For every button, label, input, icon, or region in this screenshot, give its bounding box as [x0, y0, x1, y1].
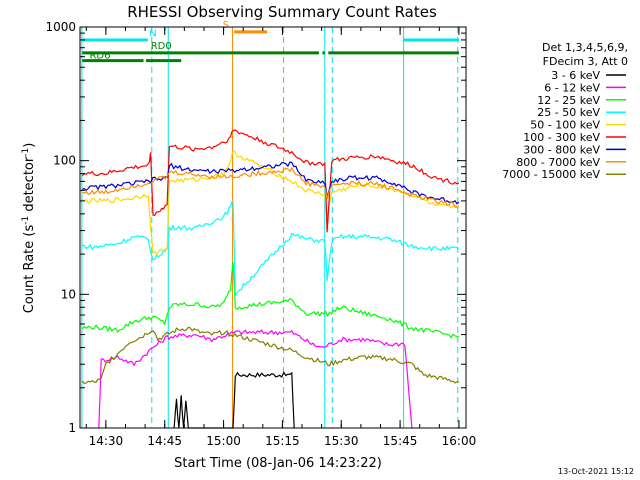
series-line	[81, 262, 459, 339]
legend-label: 800 - 7000 keV	[516, 156, 600, 169]
series-line	[98, 329, 413, 429]
flag-label: N	[149, 29, 156, 40]
legend-label: 12 - 25 keV	[537, 94, 600, 107]
flag-label: S	[223, 20, 229, 31]
series-line	[82, 150, 460, 256]
series-line	[173, 371, 295, 429]
legend-header-line: FDecim 3, Att 0	[543, 55, 628, 68]
y-tick-label: 10	[61, 287, 76, 301]
y-axis-label-superscript: -1	[21, 216, 31, 225]
x-axis-label: Start Time (08-Jan-06 14:23:22)	[174, 456, 382, 471]
flag-label: RD0	[151, 41, 172, 52]
chart-title: RHESSI Observing Summary Count Rates	[127, 3, 437, 21]
legend: Det 1,3,4,5,6,9, FDecim 3, Att 0 3 - 6 k…	[502, 41, 628, 181]
x-tick-label: 14:30	[89, 434, 124, 448]
x-tick-label: 16:00	[442, 434, 477, 448]
x-tick-label: 15:30	[324, 434, 359, 448]
legend-label: 7000 - 15000 keV	[502, 168, 600, 181]
x-tick-label: 15:45	[383, 434, 418, 448]
flag-label: RD6	[89, 51, 110, 62]
legend-label: 100 - 300 keV	[523, 131, 600, 144]
legend-label: 6 - 12 keV	[544, 81, 600, 94]
y-tick-label: 1	[68, 421, 76, 435]
y-axis-label-part: Count Rate (s	[22, 225, 37, 314]
plot-frame	[79, 26, 467, 429]
y-axis-label-part: detector	[22, 156, 37, 216]
y-axis-label-superscript: -1	[21, 148, 31, 157]
legend-label: 3 - 6 keV	[551, 69, 600, 82]
plot-area: N S RD0 RD6	[81, 20, 460, 429]
x-tick-label: 15:15	[265, 434, 300, 448]
y-axis-label-part: )	[22, 143, 37, 148]
timestamp: 13-Oct-2021 15:12	[558, 467, 634, 476]
legend-label: 50 - 100 keV	[530, 119, 600, 132]
legend-label: 300 - 800 keV	[523, 143, 600, 156]
x-tick-label: 15:00	[206, 434, 241, 448]
y-tick-label: 100	[53, 154, 76, 168]
legend-label: 25 - 50 keV	[537, 106, 600, 119]
x-tick-label: 14:45	[147, 434, 182, 448]
y-tick-label: 1000	[45, 20, 76, 34]
legend-header-line: Det 1,3,4,5,6,9,	[542, 41, 628, 54]
series-line	[82, 161, 460, 205]
series-line	[82, 166, 460, 208]
y-axis-label: Count Rate (s-1 detector-1)	[21, 143, 37, 314]
axes: 14:30 14:45 15:00 15:15 15:30 15:45 16:00 1 10 10…	[45, 20, 476, 448]
series-line	[82, 201, 460, 299]
series-line	[81, 326, 460, 385]
series-line	[81, 129, 460, 233]
